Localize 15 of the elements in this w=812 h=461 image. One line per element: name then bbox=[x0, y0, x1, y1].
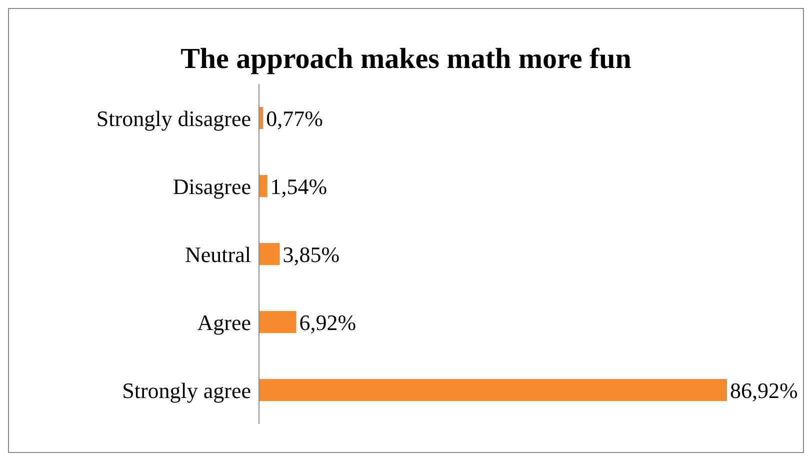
data-label: 0,77% bbox=[266, 106, 323, 131]
data-label: 86,92% bbox=[730, 378, 798, 403]
bar bbox=[259, 175, 268, 197]
y-tick-label: Strongly disagree bbox=[96, 106, 251, 131]
bar bbox=[259, 243, 280, 265]
data-label: 1,54% bbox=[270, 174, 328, 199]
y-tick-label: Agree bbox=[197, 310, 251, 335]
y-tick-label: Neutral bbox=[185, 242, 251, 267]
data-label: 3,85% bbox=[282, 242, 340, 267]
data-label: 6,92% bbox=[299, 310, 356, 335]
y-tick-label: Strongly agree bbox=[122, 378, 251, 403]
bar bbox=[259, 379, 727, 401]
bar bbox=[259, 311, 296, 333]
chart-title: The approach makes math more fun bbox=[180, 43, 632, 76]
y-tick-label: Disagree bbox=[172, 174, 251, 199]
